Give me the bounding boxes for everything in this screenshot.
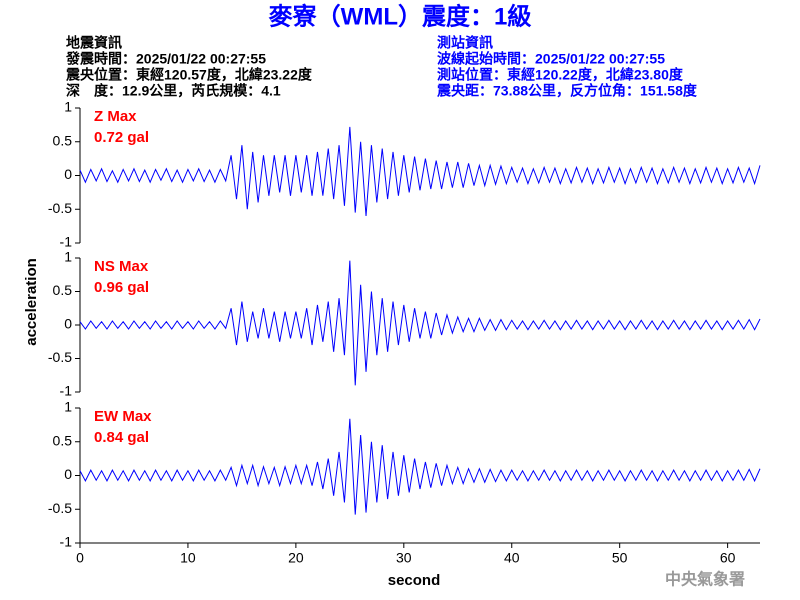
x-tick-label: 30: [396, 550, 412, 566]
component-label: Z Max: [94, 108, 137, 125]
info-right: 震央距：73.88公里，反方位角：151.58度: [436, 83, 698, 99]
x-tick-label: 10: [180, 550, 196, 566]
component-label: NS Max: [94, 258, 149, 275]
y-tick-label: -1: [60, 534, 73, 550]
x-tick-label: 50: [612, 550, 628, 566]
y-tick-label: 1: [64, 249, 72, 265]
y-tick-label: 0: [64, 166, 72, 182]
info-left: 深 度：12.9公里，芮氏規模：4.1: [66, 83, 281, 99]
peak-label: 0.96 gal: [94, 279, 149, 296]
y-tick-label: -0.5: [48, 349, 72, 365]
y-tick-label: 0: [64, 316, 72, 332]
info-left: 發震時間：2025/01/22 00:27:55: [65, 51, 266, 67]
waveform: [79, 418, 761, 515]
peak-label: 0.84 gal: [94, 429, 149, 446]
watermark: 中央氣象署: [665, 570, 745, 589]
info-left: 震央位置：東經120.57度，北緯23.22度: [65, 67, 313, 83]
x-axis-label: second: [388, 572, 441, 589]
waveform: [79, 126, 761, 217]
component-label: EW Max: [94, 408, 152, 425]
y-tick-label: -0.5: [48, 500, 72, 516]
info-right: 測站資訊: [437, 35, 493, 51]
y-tick-label: -1: [60, 234, 73, 250]
y-tick-label: -1: [60, 383, 73, 399]
y-tick-label: 0.5: [53, 282, 73, 298]
x-tick-label: 20: [288, 550, 304, 566]
info-right: 波線起始時間：2025/01/22 00:27:55: [437, 51, 665, 67]
y-tick-label: 1: [64, 399, 72, 415]
y-tick-label: 0.5: [53, 132, 73, 148]
y-tick-label: -0.5: [48, 200, 72, 216]
info-left: 地震資訊: [66, 35, 122, 51]
peak-label: 0.72 gal: [94, 129, 149, 146]
info-right: 測站位置：東經120.22度，北緯23.80度: [437, 67, 684, 83]
y-axis-label: acceleration: [23, 258, 40, 346]
y-tick-label: 0.5: [53, 432, 73, 448]
x-tick-label: 0: [76, 550, 84, 566]
y-tick-label: 0: [64, 466, 72, 482]
waveform: [79, 260, 761, 386]
x-tick-label: 60: [720, 550, 736, 566]
y-tick-label: 1: [64, 99, 72, 115]
chart-title: 麥寮（WML）震度：1級: [268, 2, 532, 30]
x-tick-label: 40: [504, 550, 520, 566]
